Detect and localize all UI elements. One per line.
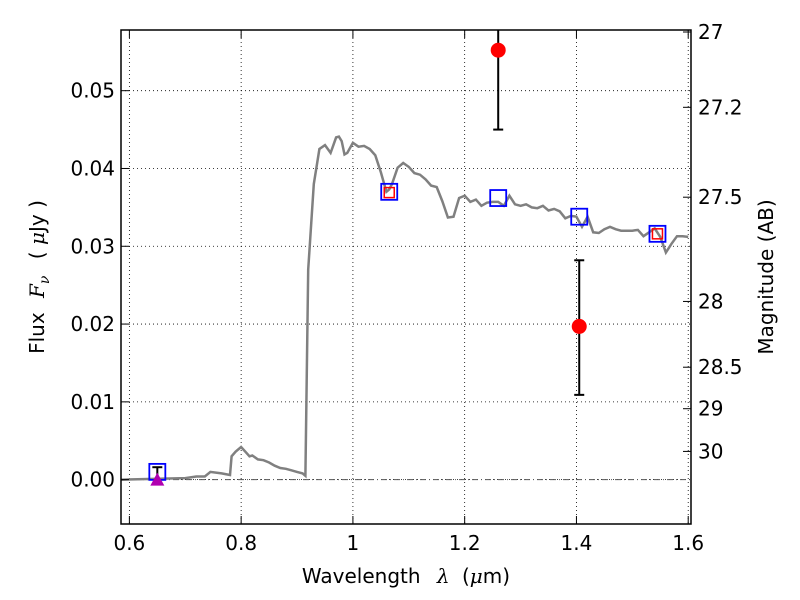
y-tick-label: 0.01 (70, 390, 115, 414)
x-tick-label: 0.6 (113, 531, 145, 555)
upper-limit-triangle (150, 472, 165, 486)
y2-tick-label: 28 (698, 289, 723, 313)
observed-points (490, 42, 587, 334)
y-axis-ticks: 0.00 0.01 0.02 0.03 0.04 0.05 (70, 79, 129, 492)
model-photometry-square (570, 207, 589, 226)
y2-axis-ticks: 27 27.2 27.5 28 28.5 29 30 (683, 20, 743, 463)
y2-tick-label: 27 (698, 20, 723, 44)
upper-limit-marker (150, 466, 165, 486)
y2-tick-label: 27.2 (698, 95, 743, 119)
model-photometry-square (380, 182, 399, 201)
y-axis-label-unit-open: ( (25, 251, 49, 259)
x-tick-label: 1.6 (672, 531, 704, 555)
y2-tick-label: 29 (698, 397, 723, 421)
x-axis-label-unit-open: ( (462, 564, 470, 588)
x-axis-ticks: 0.6 0.8 1 1.2 1.4 1.6 (113, 30, 704, 555)
grid-lines (121, 30, 691, 524)
x-axis-label-mu: μ (470, 564, 483, 588)
observed-point (571, 318, 587, 334)
plot-area (120, 30, 689, 486)
observed-point (490, 42, 506, 58)
x-axis-label-symbol: λ (436, 564, 450, 588)
x-axis-label-prefix: Wavelength (302, 564, 421, 588)
y-tick-label: 0.04 (70, 156, 115, 180)
x-axis-label-unit: m) (483, 564, 510, 588)
y-tick-label: 0.03 (70, 234, 115, 258)
model-photometry-square (489, 189, 508, 207)
y2-tick-label: 27.5 (698, 185, 743, 209)
y-tick-label: 0.05 (70, 79, 115, 103)
y-axis-label-prefix: Flux (25, 312, 49, 354)
y-tick-label: 0.02 (70, 312, 115, 336)
model-spectrum-line (120, 135, 689, 481)
x-tick-label: 0.8 (225, 531, 257, 555)
red-band-square (651, 228, 664, 240)
y-axis-label-subscript: ν (37, 275, 53, 284)
red-band-square (383, 186, 395, 199)
y-axis-label-unit: Jy ) (25, 200, 49, 234)
x-axis-label: Wavelength λ (μm) (302, 564, 510, 588)
y2-axis-label: Magnitude (AB) (754, 199, 778, 354)
y-tick-label: 0.00 (70, 468, 115, 492)
x-tick-label: 1.2 (449, 531, 481, 555)
x-tick-label: 1.4 (561, 531, 593, 555)
model-photometry-square (648, 224, 667, 243)
y-axis-label: Flux Fν ( μJy ) (25, 200, 54, 354)
model-photometry-squares (148, 182, 667, 481)
y-axis-label-mu: μ (25, 232, 49, 245)
y2-tick-label: 28.5 (698, 355, 743, 379)
x-tick-label: 1 (347, 531, 360, 555)
plot-frame (120, 29, 692, 525)
y-axis-label-symbol: F (25, 283, 49, 299)
y2-tick-label: 30 (698, 439, 723, 463)
